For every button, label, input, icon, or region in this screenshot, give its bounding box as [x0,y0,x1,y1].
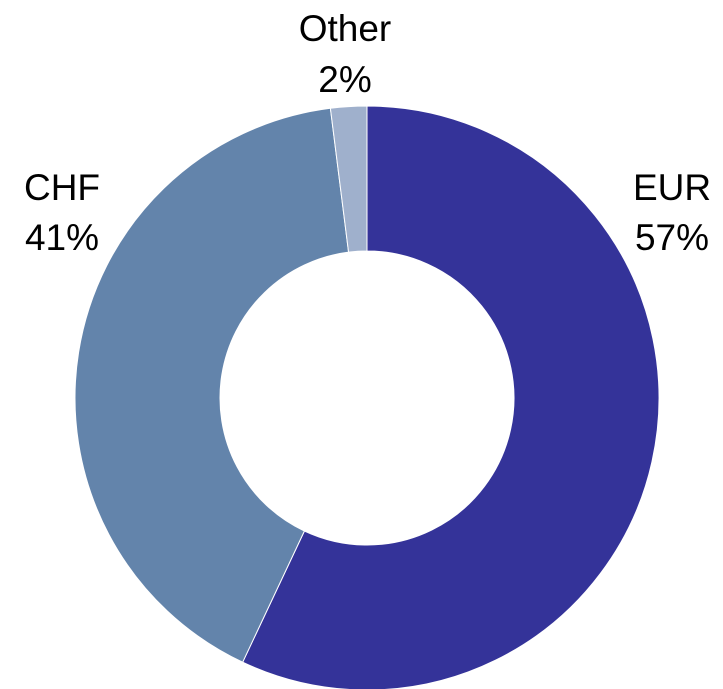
slice-value-label: 2% [318,59,371,100]
slice-value-label: 57% [635,217,709,258]
slice-label: EUR [633,167,711,208]
donut-slice [329,105,368,253]
donut-slice [242,105,660,689]
donut-slice [74,107,350,663]
slice-label: CHF [24,167,100,208]
slice-value-label: 41% [25,217,99,258]
slice-label: Other [299,8,392,49]
